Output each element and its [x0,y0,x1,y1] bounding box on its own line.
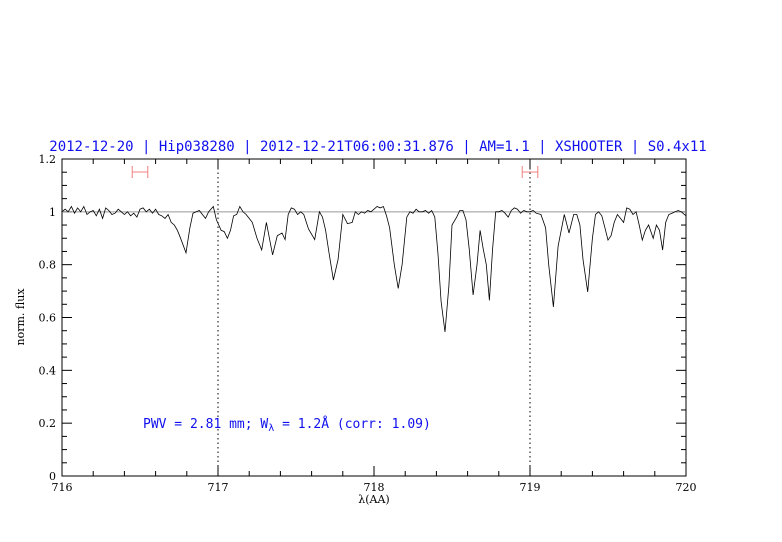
pwv-annotation: PWV = 2.81 mm; Wλ = 1.2Å (corr: 1.09) [143,416,431,434]
pwv-annotation-prefix: PWV = 2.81 mm; W [143,417,268,432]
plot-area: 716 717 718 719 720 0 0.2 0.4 0.6 0.8 1 1.2 [39,153,697,494]
y-tick-label: 0.6 [39,312,57,325]
pwv-annotation-sub: λ [268,423,274,434]
y-tick-label: 0.2 [39,417,57,430]
x-tick-label: 717 [208,481,229,494]
y-tick-label: 1.2 [39,153,57,166]
y-tick-label: 0 [49,470,56,483]
chart-title: 2012-12-20 | Hip038280 | 2012-12-21T06:0… [49,139,706,155]
x-tick-label: 716 [52,481,73,494]
y-tick-label: 0.4 [39,364,57,377]
x-tick-label: 719 [520,481,541,494]
x-tick-label: 720 [676,481,697,494]
x-tick-label: 718 [364,481,385,494]
y-tick-label: 1 [49,206,56,219]
spectrum-line [61,205,687,333]
y-tick-label: 0.8 [39,259,57,272]
pwv-annotation-suffix: = 1.2Å (corr: 1.09) [274,416,431,432]
x-axis-label: λ(AA) [358,493,389,506]
y-axis-label: norm. flux [14,288,27,346]
